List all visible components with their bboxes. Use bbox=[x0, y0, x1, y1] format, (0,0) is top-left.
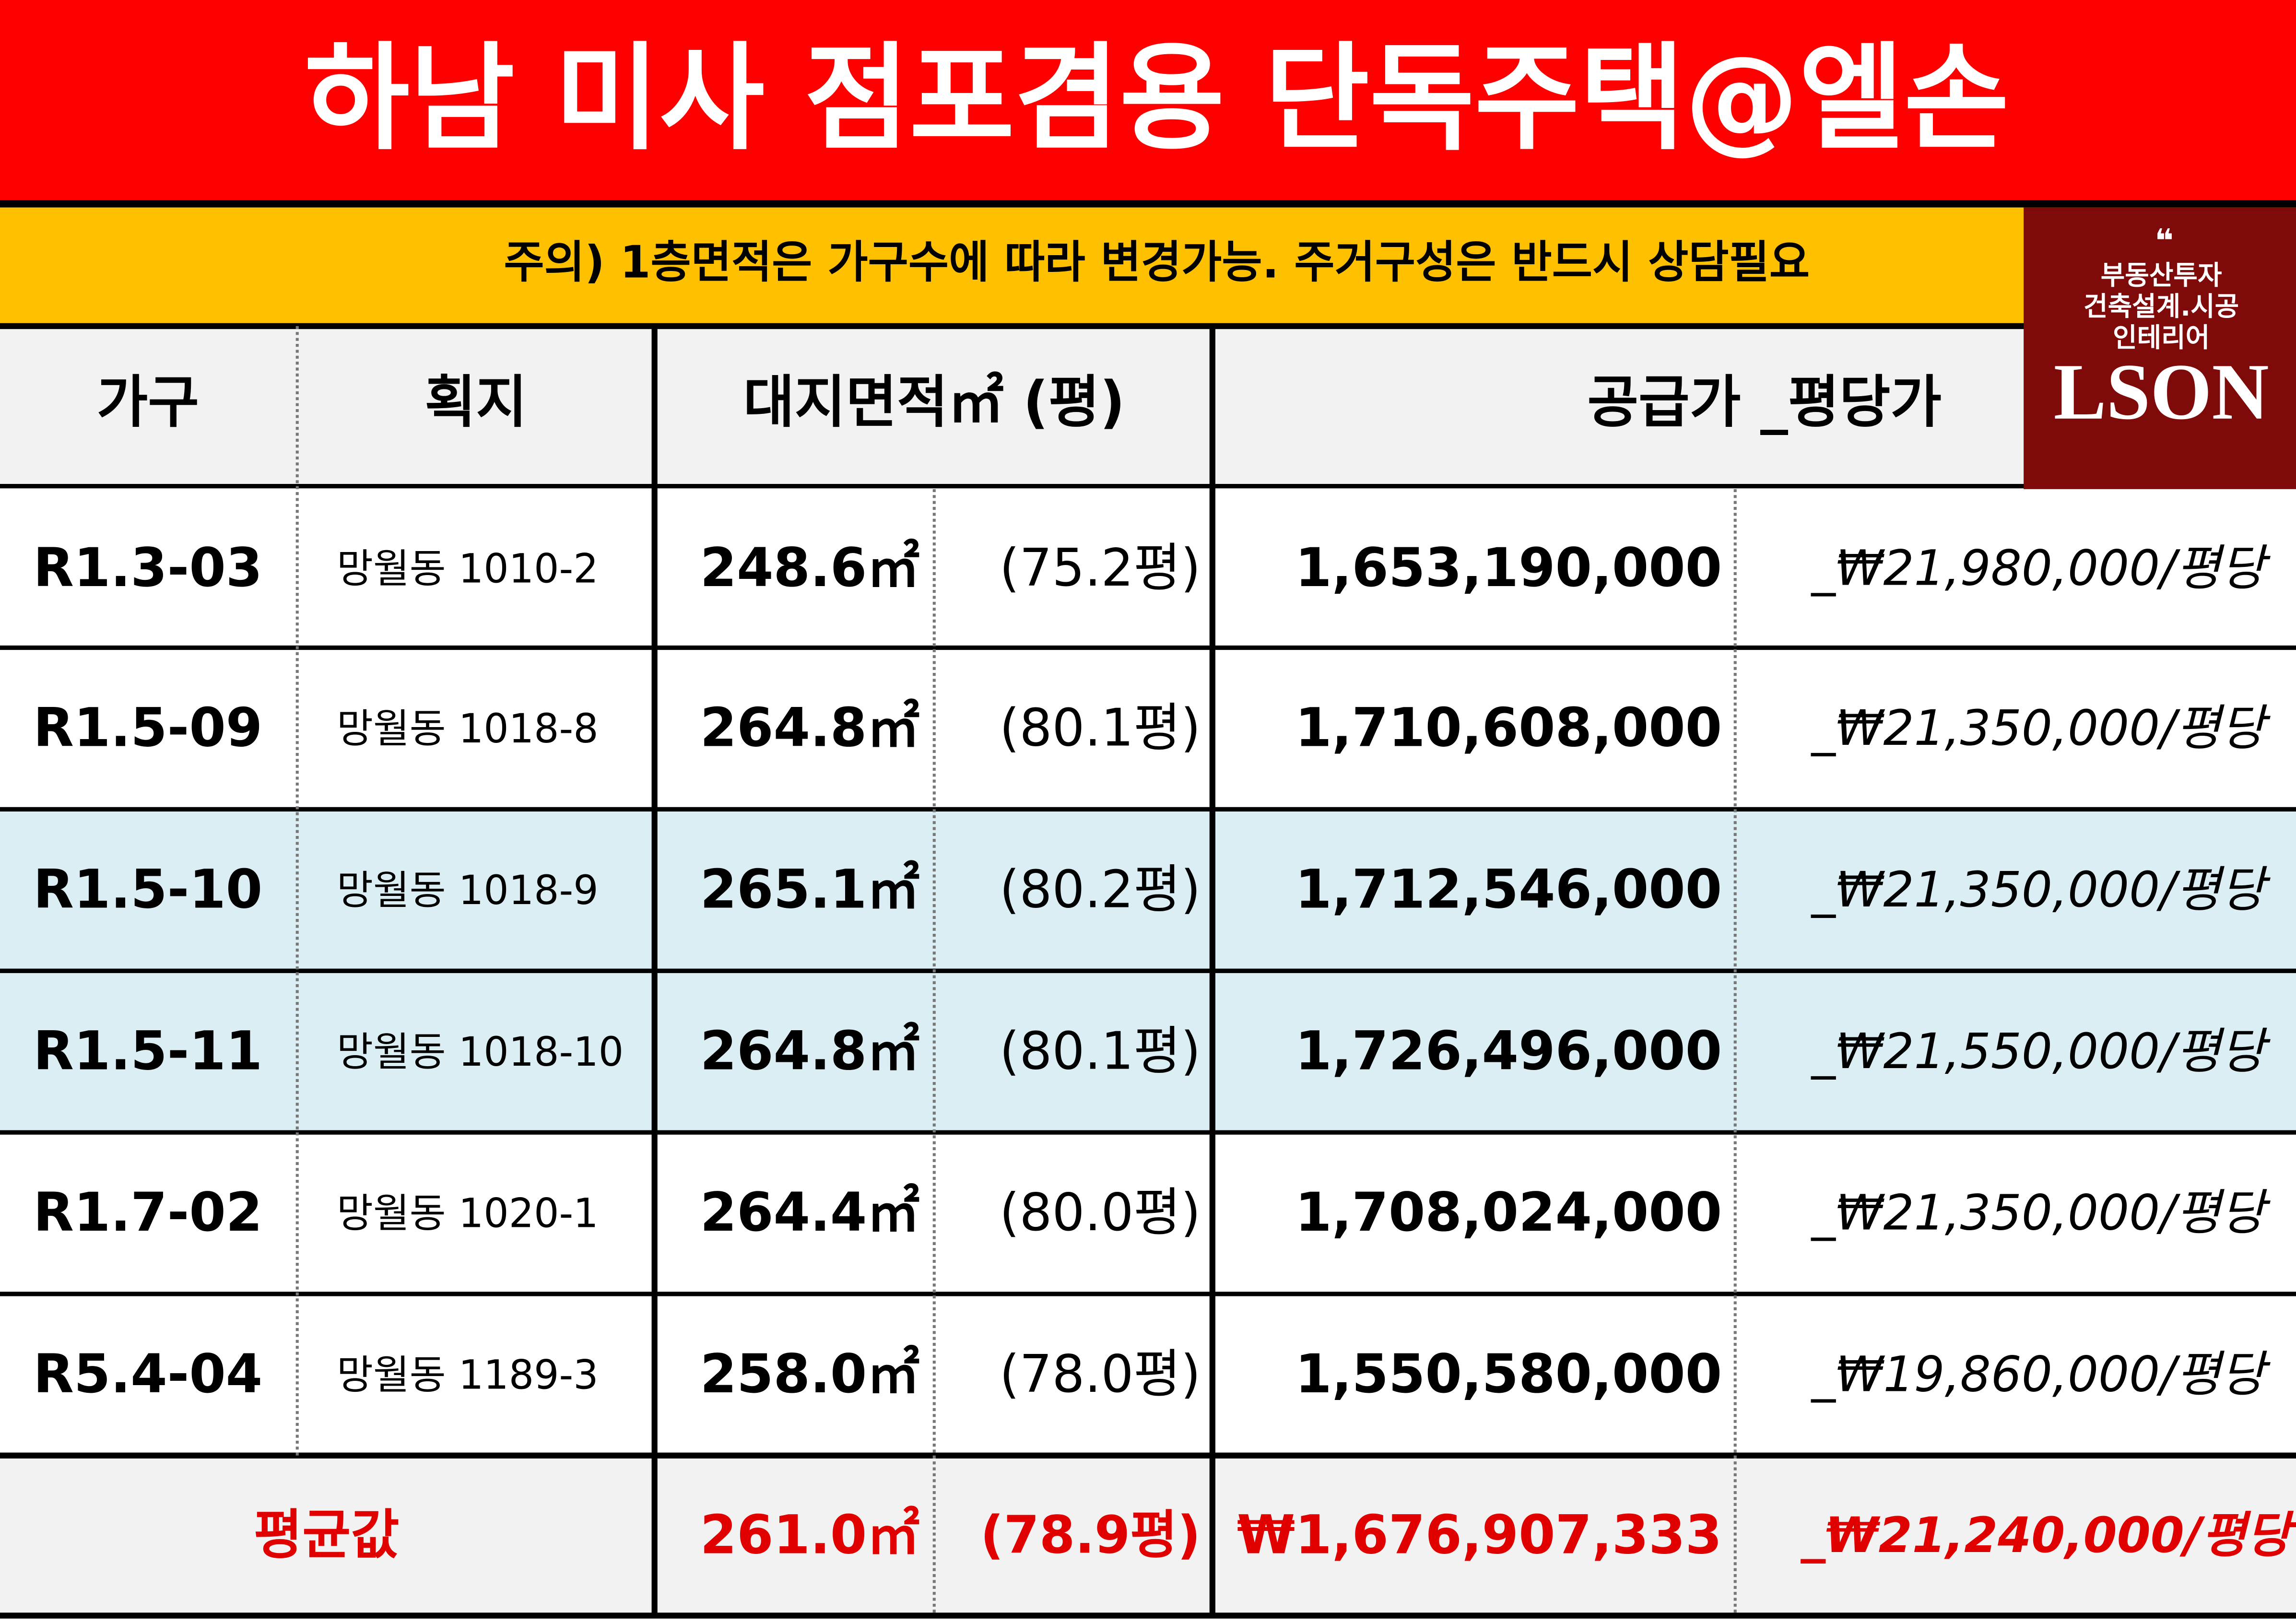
column-header: 대지면적㎡ (평) bbox=[743, 370, 1125, 435]
area: 258.0㎡ bbox=[700, 1343, 920, 1405]
row-bg bbox=[0, 809, 2296, 971]
lot: 망월동 1020-1 bbox=[337, 1190, 599, 1237]
area: 264.4㎡ bbox=[700, 1182, 920, 1244]
unit-id: R1.5-09 bbox=[33, 697, 262, 759]
area-pyeong: (80.0평) bbox=[1000, 1183, 1201, 1243]
unit-id: R1.5-10 bbox=[33, 859, 262, 921]
area-pyeong: (80.2평) bbox=[1000, 859, 1201, 920]
lot: 망월동 1018-10 bbox=[337, 1028, 624, 1075]
price: 1,653,190,000 bbox=[1295, 537, 1722, 599]
price: 1,550,580,000 bbox=[1295, 1343, 1722, 1405]
header-band bbox=[0, 326, 2296, 486]
area: 264.8㎡ bbox=[700, 697, 920, 759]
average-price: ₩1,676,907,333 bbox=[1237, 1504, 1722, 1566]
logo-line: 부동산투자 bbox=[2101, 260, 2222, 291]
title-border bbox=[0, 200, 2296, 208]
unit-id: R1.3-03 bbox=[33, 537, 262, 599]
title: 하남 미사 점포겸용 단독주택@엘손 bbox=[305, 31, 2009, 166]
average-label: 평균값 bbox=[254, 1504, 399, 1566]
notice-band bbox=[0, 207, 2296, 325]
price: 1,710,608,000 bbox=[1295, 697, 1722, 759]
lot: 망월동 1018-8 bbox=[337, 706, 599, 753]
area: 265.1㎡ bbox=[700, 859, 920, 921]
area-pyeong: (75.2평) bbox=[1000, 538, 1201, 598]
area-pyeong: (78.0평) bbox=[1000, 1344, 1201, 1404]
average-pyeong: (78.9평) bbox=[980, 1505, 1201, 1565]
area-pyeong: (80.1평) bbox=[1000, 1021, 1201, 1082]
row-bg bbox=[0, 971, 2296, 1133]
price: 1,712,546,000 bbox=[1295, 859, 1722, 921]
column-header: 획지 bbox=[424, 370, 527, 435]
price: 1,708,024,000 bbox=[1295, 1182, 1722, 1244]
unit-id: R5.4-04 bbox=[33, 1343, 262, 1405]
logo-box bbox=[2024, 207, 2296, 489]
price: 1,726,496,000 bbox=[1295, 1020, 1722, 1082]
price-per-pyeong: _₩21,350,000/평당 bbox=[1811, 700, 2271, 757]
row-bg bbox=[0, 1294, 2296, 1456]
row-bg bbox=[0, 489, 2296, 648]
column-header: 가구 bbox=[97, 370, 199, 435]
logo-line: 인테리어 bbox=[2113, 323, 2210, 353]
row-bg bbox=[0, 647, 2296, 810]
lot: 망월동 1189-3 bbox=[337, 1352, 599, 1399]
title-band bbox=[0, 0, 2296, 202]
lot: 망월동 1018-9 bbox=[337, 867, 599, 914]
average-bg bbox=[0, 1455, 2296, 1616]
price-per-pyeong: _₩21,980,000/평당 bbox=[1811, 540, 2271, 597]
unit-id: R1.5-11 bbox=[33, 1020, 262, 1082]
average-per-pyeong: _₩21,240,000/평당 bbox=[1801, 1506, 2296, 1564]
price-per-pyeong: _₩21,350,000/평당 bbox=[1811, 861, 2271, 918]
row-bg bbox=[0, 1132, 2296, 1294]
logo-brand: LSON bbox=[2054, 347, 2269, 436]
price-per-pyeong: _₩21,550,000/평당 bbox=[1811, 1023, 2271, 1080]
unit-id: R1.7-02 bbox=[33, 1182, 262, 1244]
price-per-pyeong: _₩21,350,000/평당 bbox=[1811, 1184, 2271, 1241]
area: 264.8㎡ bbox=[700, 1020, 920, 1082]
average-area: 261.0㎡ bbox=[700, 1504, 920, 1566]
notice: 주의) 1층면적은 가구수에 따라 변경가능. 주거구성은 반드시 상담필요 bbox=[504, 236, 1810, 288]
logo-line: 건축설계.시공 bbox=[2084, 292, 2239, 322]
area: 248.6㎡ bbox=[700, 537, 920, 599]
lot: 망월동 1010-2 bbox=[337, 545, 599, 592]
column-header: 공급가 _평당가 bbox=[1587, 370, 1942, 435]
area-pyeong: (80.1평) bbox=[1000, 698, 1201, 758]
price-per-pyeong: _₩19,860,000/평당 bbox=[1811, 1346, 2271, 1403]
logo-quote: ❝ bbox=[2155, 222, 2174, 259]
